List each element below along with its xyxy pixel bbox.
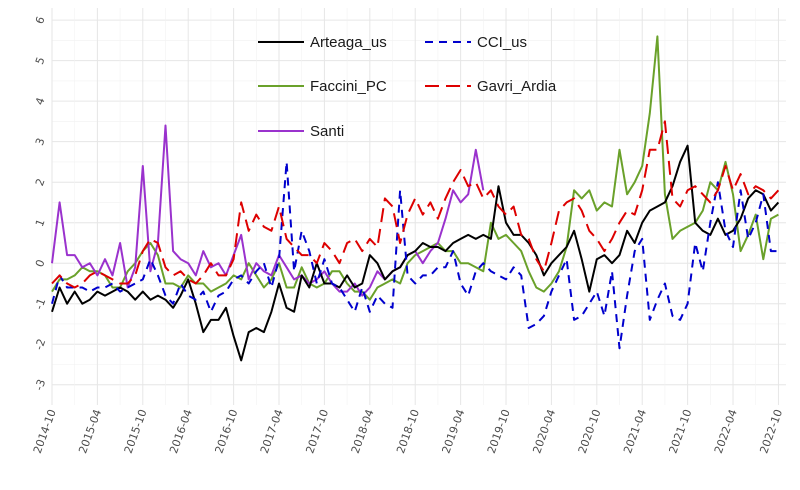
- x-tick-label: 2016-10: [212, 408, 240, 456]
- y-axis: -3 -2 -1 0 1 2 3 4 5 6: [32, 15, 48, 392]
- x-tick-label: 2020-04: [530, 408, 558, 456]
- x-tick-label: 2017-04: [258, 408, 286, 456]
- y-tick-label: 3: [33, 136, 48, 147]
- y-tick-label: 5: [33, 55, 48, 66]
- legend-label: Faccini_PC: [310, 78, 387, 95]
- x-tick-label: 2016-04: [167, 408, 195, 456]
- series-layer: [51, 35, 780, 362]
- x-tick-label: 2018-10: [394, 408, 422, 456]
- series-line-cci-us: [51, 160, 779, 350]
- x-tick-label: 2018-04: [349, 408, 377, 456]
- chart-grid: [51, 8, 786, 405]
- x-tick-label: 2014-10: [31, 408, 59, 456]
- x-tick-label: 2015-04: [76, 408, 104, 456]
- legend-label: CCI_us: [477, 34, 527, 51]
- x-tick-label: 2022-10: [757, 408, 785, 456]
- x-tick-label: 2021-10: [667, 408, 695, 456]
- legend-label: Gavri_Ardia: [477, 78, 557, 95]
- y-tick-label: 2: [33, 177, 48, 188]
- x-tick-label: 2020-10: [576, 408, 604, 456]
- x-tick-label: 2019-10: [485, 408, 513, 456]
- y-tick-label: -1: [32, 296, 48, 311]
- x-tick-label: 2017-10: [303, 408, 331, 456]
- y-tick-label: -2: [32, 337, 48, 352]
- y-tick-label: 6: [33, 15, 48, 26]
- y-tick-label: 4: [33, 96, 48, 107]
- legend: Arteaga_us CCI_us Faccini_PC Gavri_Ardia San…: [258, 34, 557, 140]
- y-tick-label: -3: [32, 377, 48, 392]
- x-tick-label: 2022-04: [712, 408, 740, 456]
- legend-label: Santi: [310, 123, 344, 140]
- series-line-arteaga-us: [51, 144, 780, 362]
- x-axis: 2014-10 2015-04 2015-10 2016-04 2016-10 2017-…: [31, 408, 785, 456]
- x-tick-label: 2015-10: [122, 408, 150, 456]
- x-tick-label: 2021-04: [621, 408, 649, 456]
- y-tick-label: 1: [33, 217, 48, 228]
- y-tick-label: 0: [33, 258, 48, 269]
- legend-label: Arteaga_us: [310, 34, 387, 51]
- series-line-faccini-pc: [51, 35, 779, 301]
- series-line-santi: [51, 124, 485, 297]
- x-tick-label: 2019-04: [439, 408, 467, 456]
